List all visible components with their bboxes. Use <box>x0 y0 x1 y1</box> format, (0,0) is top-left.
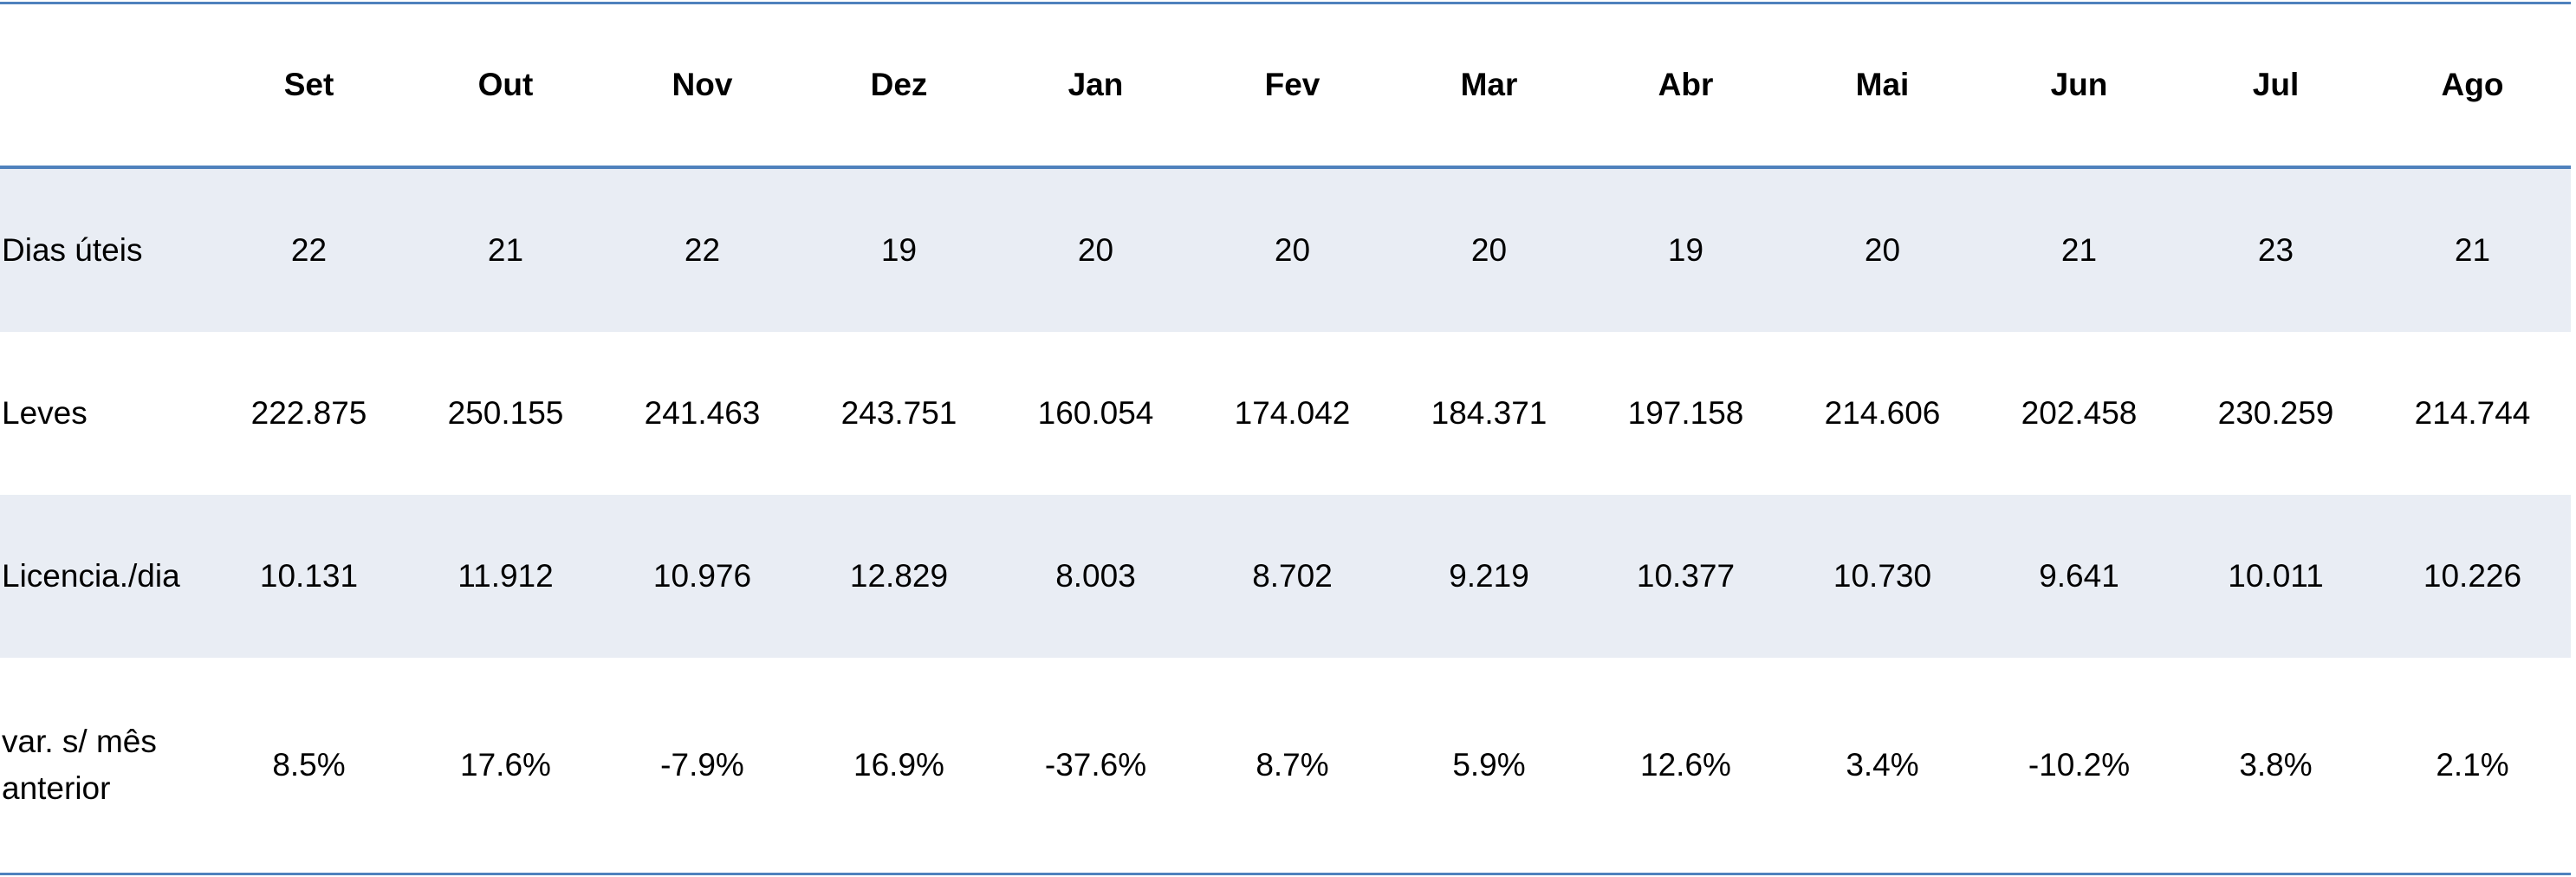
header-row: Set Out Nov Dez Jan Fev Mar Abr Mai Jun Jul Ago <box>0 3 2571 169</box>
table-cell: 20 <box>1194 167 1391 332</box>
table-cell: 11.912 <box>407 495 604 658</box>
table-cell: 20 <box>1784 167 1981 332</box>
table-cell: 241.463 <box>644 395 761 431</box>
column-header: Ago <box>2374 3 2571 169</box>
table-cell: 214.744 <box>2414 395 2531 431</box>
column-header: Nov <box>604 3 801 169</box>
table-cell: 222.875 <box>250 395 367 431</box>
table-cell: 19 <box>1587 167 1784 332</box>
table-cell: 10.131 <box>211 495 407 658</box>
column-header: Out <box>407 3 604 169</box>
table-row: Leves 222.875 250.155 241.463 243.751 160.054… <box>0 332 2571 495</box>
table-cell: 250.155 <box>447 395 564 431</box>
table-cell: 23 <box>2177 167 2374 332</box>
table-cell: 9.641 <box>1981 495 2177 658</box>
table-cell: 174.042 <box>1234 395 1351 431</box>
column-header: Fev <box>1194 3 1391 169</box>
table-cell: 22 <box>211 167 407 332</box>
table-cell: 202.458 <box>2021 395 2138 431</box>
table-cell: 10.976 <box>604 495 801 658</box>
table-cell: 8.003 <box>997 495 1194 658</box>
table-cell: 243.751 <box>840 395 957 431</box>
row-label: var. s/ mês anterior <box>2 724 157 806</box>
column-header: Mar <box>1391 3 1587 169</box>
table-cell: 21 <box>407 167 604 332</box>
table-cell: 10.377 <box>1587 495 1784 658</box>
table-row: var. s/ mês anterior 8.5% 17.6% -7.9% 16.9% -… <box>0 658 2571 874</box>
table-cell: 12.6% <box>1640 747 1731 783</box>
table-cell: 20 <box>997 167 1194 332</box>
table-cell: 17.6% <box>460 747 551 783</box>
table-cell: 8.7% <box>1256 747 1329 783</box>
table-cell: -10.2% <box>2028 747 2131 783</box>
column-header: Jan <box>997 3 1194 169</box>
corner-cell <box>0 3 211 169</box>
table-cell: 8.702 <box>1194 495 1391 658</box>
table-cell: 12.829 <box>801 495 997 658</box>
table-cell: 22 <box>604 167 801 332</box>
table-cell: 9.219 <box>1391 495 1587 658</box>
table-cell: 19 <box>801 167 997 332</box>
column-header: Abr <box>1587 3 1784 169</box>
table-cell: -37.6% <box>1044 747 1147 783</box>
table-cell: 16.9% <box>853 747 944 783</box>
table-cell: 10.730 <box>1784 495 1981 658</box>
table-row: Licencia./dia 10.131 11.912 10.976 12.829 8.0… <box>0 495 2571 658</box>
table-cell: 230.259 <box>2217 395 2334 431</box>
column-header: Jul <box>2177 3 2374 169</box>
row-label: Licencia./dia <box>0 495 211 658</box>
table-cell: 3.8% <box>2239 747 2313 783</box>
table-cell: 214.606 <box>1824 395 1941 431</box>
table-cell: 8.5% <box>272 747 346 783</box>
column-header: Jun <box>1981 3 2177 169</box>
row-label: Leves <box>2 395 88 431</box>
table-cell: 3.4% <box>1846 747 1919 783</box>
table-cell: 21 <box>1981 167 2177 332</box>
table-cell: 10.011 <box>2177 495 2374 658</box>
table-cell: 10.226 <box>2374 495 2571 658</box>
table-cell: 21 <box>2374 167 2571 332</box>
table-cell: 197.158 <box>1627 395 1744 431</box>
table-cell: 160.054 <box>1037 395 1154 431</box>
column-header: Mai <box>1784 3 1981 169</box>
column-header: Dez <box>801 3 997 169</box>
row-label: Dias úteis <box>0 167 211 332</box>
table-cell: -7.9% <box>660 747 744 783</box>
table-cell: 184.371 <box>1431 395 1548 431</box>
table-cell: 5.9% <box>1452 747 1526 783</box>
table-row: Dias úteis 22 21 22 19 20 20 20 19 20 21 23 21 <box>0 167 2571 332</box>
table-cell: 20 <box>1391 167 1587 332</box>
table-cell: 2.1% <box>2436 747 2509 783</box>
column-header: Set <box>211 3 407 169</box>
